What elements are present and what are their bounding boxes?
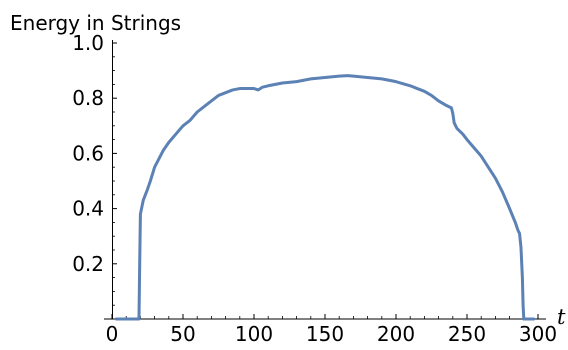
y-axis-label: Energy in Strings [10, 11, 181, 35]
x-tick-label: 250 [448, 322, 486, 346]
x-tick-label: 0 [106, 322, 119, 346]
series-layer [114, 74, 536, 321]
x-tick-label: 150 [306, 322, 344, 346]
y-tick-label: 0.2 [72, 252, 104, 276]
x-tick-label: 100 [235, 322, 273, 346]
x-tick-label: 50 [170, 322, 195, 346]
y-tick-label: 0.8 [72, 86, 104, 110]
energy-series-line [114, 74, 536, 321]
x-tick-label: 300 [519, 322, 557, 346]
x-tick-label: 200 [377, 322, 415, 346]
y-tick-label: 1.0 [72, 31, 104, 55]
y-tick-label: 0.6 [72, 141, 104, 165]
axes: 0 50 100 150 200 250 300 0.2 0.4 0.6 0.8 1.0 [72, 31, 557, 346]
x-axis-label: t [557, 305, 566, 329]
y-tick-label: 0.4 [72, 197, 104, 221]
